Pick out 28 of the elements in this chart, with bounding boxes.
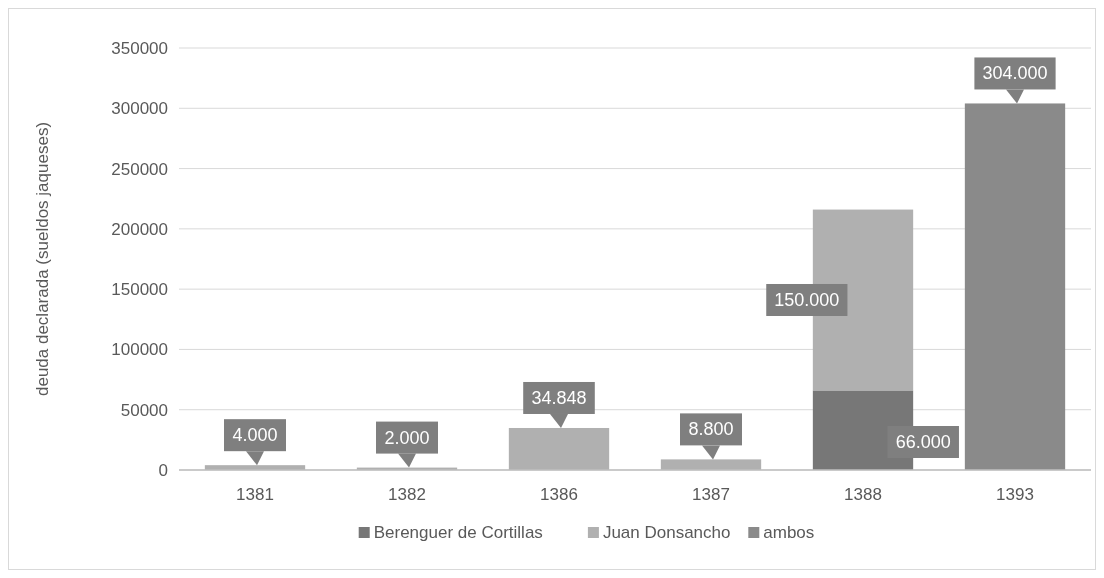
y-tick-label: 150000 [111, 280, 168, 300]
data-label: 66.000 [895, 432, 951, 452]
data-label: 34.848 [531, 387, 587, 408]
x-tick-label: 1386 [540, 485, 578, 504]
bar [508, 427, 610, 470]
data-label: 8.800 [688, 419, 734, 440]
legend-label: Berenguer de Cortillas [373, 523, 543, 542]
y-tick-label: 100000 [111, 340, 168, 360]
y-tick-label: 50000 [120, 400, 168, 420]
legend-label: Juan Donsancho [602, 523, 731, 542]
bar [660, 459, 762, 470]
data-label: 304.000 [982, 63, 1048, 84]
y-tick-label: 250000 [111, 159, 168, 179]
x-tick-label: 1388 [844, 485, 882, 504]
x-tick-label: 1393 [996, 485, 1034, 504]
data-label: 150.000 [774, 289, 840, 310]
bar [964, 103, 1066, 470]
y-tick-label: 0 [158, 461, 168, 480]
x-tick-label: 1387 [692, 485, 730, 504]
y-tick-label: 350000 [111, 39, 168, 58]
legend-label: ambos [763, 523, 815, 542]
x-tick-label: 1381 [236, 485, 274, 504]
y-tick-label: 200000 [111, 219, 168, 239]
y-tick-label: 300000 [111, 99, 168, 119]
x-tick-label: 1382 [388, 485, 426, 504]
data-label: 4.000 [232, 425, 278, 446]
data-label: 2.000 [384, 427, 430, 448]
y-axis-title: deuda declarada (sueldos jaqueses) [33, 121, 52, 397]
